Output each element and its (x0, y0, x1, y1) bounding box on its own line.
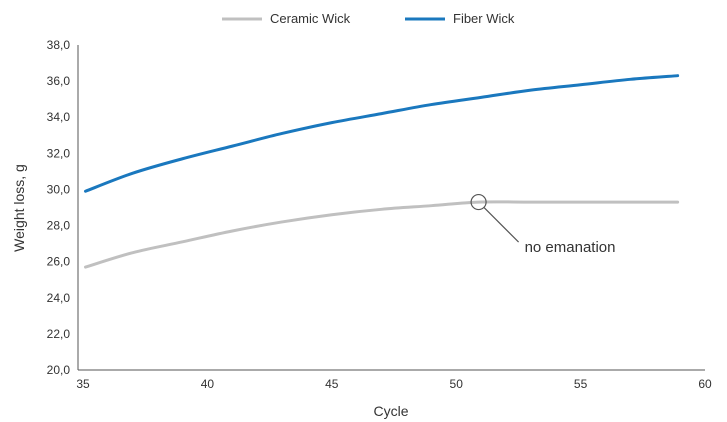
x-tick-labels: 35 40 45 50 55 60 (76, 377, 712, 391)
y-tick-label: 26,0 (47, 255, 71, 269)
legend: Ceramic Wick Fiber Wick (222, 11, 515, 26)
y-tick-label: 20,0 (47, 363, 71, 377)
y-tick-label: 34,0 (47, 110, 71, 124)
x-tick-label: 35 (76, 377, 90, 391)
y-tick-label: 38,0 (47, 38, 71, 52)
series-line-ceramic-wick (83, 200, 680, 269)
x-axis: 35 40 45 50 55 60 Cycle (76, 369, 712, 419)
y-tick-label: 30,0 (47, 182, 71, 196)
y-tick-label: 22,0 (47, 327, 71, 341)
y-tick-label: 36,0 (47, 74, 71, 88)
y-tick-label: 32,0 (47, 146, 71, 160)
x-tick-label: 60 (698, 377, 712, 391)
legend-label-fiber-wick: Fiber Wick (453, 11, 515, 26)
x-tick-label: 55 (574, 377, 588, 391)
y-axis: 20,0 22,0 24,0 26,0 28,0 30,0 32,0 34,0 36,0 38,0… (11, 38, 79, 377)
annotation-leader-line (483, 207, 520, 243)
x-tick-label: 50 (450, 377, 464, 391)
y-tick-labels: 20,0 22,0 24,0 26,0 28,0 30,0 32,0 34,0 36,0 38,0 (47, 38, 71, 377)
x-axis-label: Cycle (373, 403, 408, 419)
x-tick-label: 40 (201, 377, 215, 391)
series-layer (83, 74, 680, 269)
y-tick-label: 24,0 (47, 291, 71, 305)
y-tick-label: 28,0 (47, 219, 71, 233)
series-line-fiber-wick (83, 74, 680, 193)
annotation-marker (470, 193, 487, 211)
y-axis-label: Weight loss, g (11, 164, 27, 252)
annotation-layer: no emanation (470, 193, 616, 256)
annotation-label: no emanation (525, 239, 616, 256)
x-tick-label: 45 (325, 377, 339, 391)
legend-label-ceramic-wick: Ceramic Wick (270, 11, 351, 26)
